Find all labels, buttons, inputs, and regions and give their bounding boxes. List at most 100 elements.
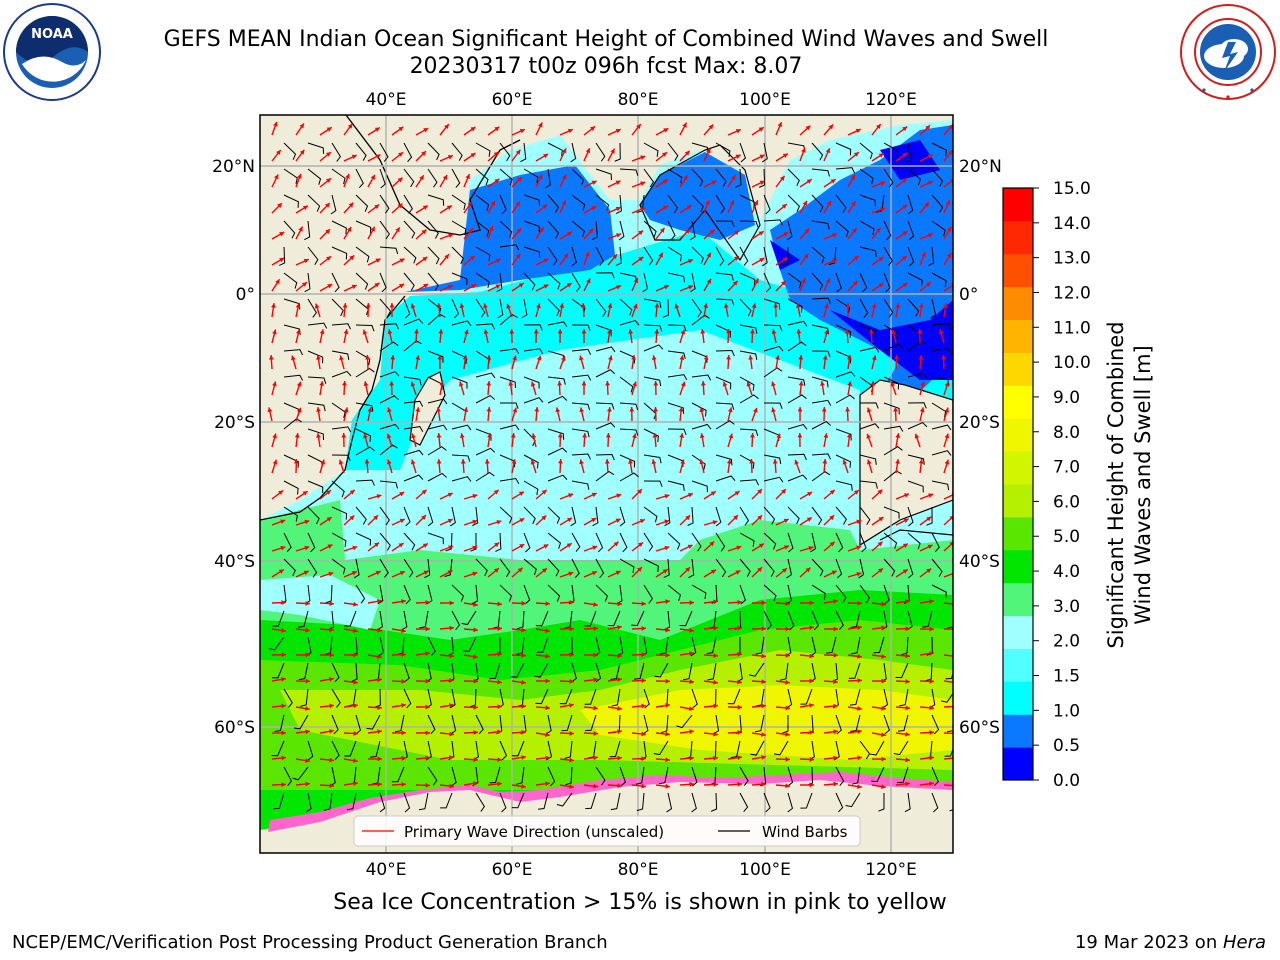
wind-barb [451,766,457,787]
wave-arrow-head [316,433,321,438]
wave-arrow-head [927,180,933,186]
wind-barb [691,423,712,430]
wind-barb [403,220,416,239]
wind-barb [835,558,843,579]
wind-barb [344,740,357,757]
wave-arrow-head [325,152,331,157]
wind-barb [944,747,953,757]
wind-barb [475,558,488,577]
wave-arrow-head [949,541,953,547]
wave-arrow-head [944,459,950,465]
colorbar-segment [1003,582,1033,617]
wave-arrow-head [377,677,382,683]
wave-arrow-head [728,433,734,439]
wind-barb [451,168,461,188]
wave-arrow-head [881,601,886,607]
wind-barb [763,558,775,577]
wind-barb [571,220,585,238]
wind-barb [956,533,966,551]
wave-arrow-head [465,174,470,180]
wind-barb [571,662,577,683]
wind-barb [283,454,299,468]
wind-barb [835,394,855,404]
wind-barb [930,298,937,319]
wave-arrow-head [569,626,574,632]
wave-arrow-head [918,459,924,464]
wind-barb [715,506,722,527]
wave-arrow-head [399,283,405,289]
wind-barb [690,636,697,657]
wave-arrow-head [399,518,405,524]
wave-arrow-head [423,570,429,575]
wind-barb [619,428,639,436]
wave-arrow-head [633,278,639,284]
wave-arrow-head [272,381,277,387]
wave-arrow-head [662,205,668,210]
wave-arrow-head [753,200,759,206]
wind-barb [691,298,702,318]
wind-barb [331,426,352,433]
wind-barb [475,194,490,211]
wave-arrow-head [280,545,286,551]
wave-arrow-head [953,783,958,788]
wind-barb [536,636,549,653]
wind-barb [475,714,484,735]
wave-arrow [943,494,953,500]
wind-barb [595,194,610,211]
wave-arrow-head [389,303,395,308]
wave-arrow-head [665,627,670,633]
wave-arrow-head [581,381,587,386]
wind-barb [355,246,370,263]
wind-barb [835,480,853,491]
wave-arrow-head [319,329,325,335]
wind-barb [691,584,707,599]
wave-arrow-head [919,407,925,413]
wind-barb [758,168,766,188]
wind-barb [763,219,783,226]
wave-arrow-head [370,226,375,232]
wave-arrow-head [737,704,742,710]
wind-barb [800,688,813,705]
wave-arrow-head [296,381,302,387]
wind-barb [811,272,824,291]
wave-arrow-head [436,459,442,464]
lat-label-left: 20°S [214,413,255,433]
wind-barb [787,394,807,404]
wind-barb [835,194,847,213]
wind-barb [614,142,621,162]
wind-barb [355,428,371,442]
wind-barb [523,168,539,184]
wind-barb [907,194,914,215]
wave-arrow-head [845,303,851,308]
wave-arrow-head [953,756,958,761]
wave-arrow-head [386,433,392,439]
wave-arrow-head [891,329,897,335]
wind-barb [496,272,503,293]
wave-arrow-head [772,459,778,464]
wave-arrow-head [281,703,286,709]
wind-barb [763,194,771,215]
wave-arrow-head [545,678,550,684]
wave-arrow-head [437,355,443,360]
wave-arrow-head [851,201,856,207]
wave-arrow-head [615,128,621,134]
colorbar-segment [1003,714,1033,748]
wind-barb [895,662,909,679]
wind-barb [427,246,440,265]
wave-arrow-head [398,126,404,132]
wave-arrow-head [905,781,910,787]
wave-arrow-head [878,256,884,262]
wind-barb [331,662,340,683]
wave-arrow-head [726,329,731,334]
wind-barb [535,610,549,627]
wave-arrow-head [377,729,382,735]
wave-arrow-head [444,124,449,129]
wind-barb [403,142,413,162]
wave-arrow-head [543,284,549,289]
wave-arrow-head [616,233,621,238]
wind-barb [691,766,698,787]
wave-arrow-head [304,519,310,525]
australia-land [859,379,953,547]
wind-barb [949,809,953,812]
